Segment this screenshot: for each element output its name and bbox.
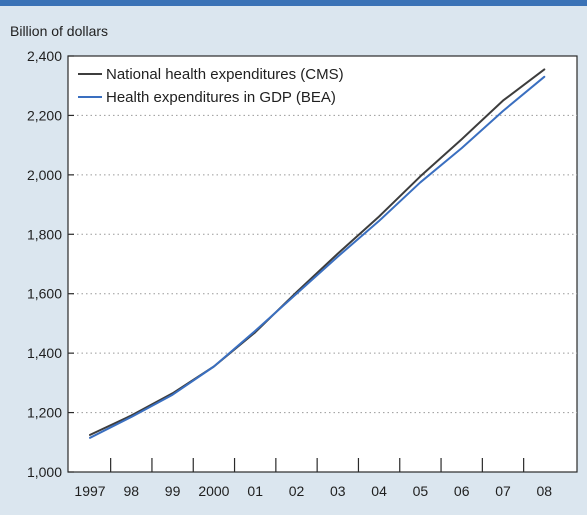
series-line-cms (89, 68, 546, 436)
x-tick-label: 1997 (74, 483, 105, 499)
y-axis-ticks: 1,000 1,200 1,400 1,600 1,800 2,000 2,200 2,400 (27, 48, 74, 480)
x-axis-ticks: 1997 98 99 2000 01 02 03 04 05 06 07 08 (74, 458, 552, 499)
x-tick-label: 2000 (198, 483, 229, 499)
x-tick-label: 04 (371, 483, 387, 499)
x-tick-label: 08 (537, 483, 553, 499)
x-tick-label: 99 (165, 483, 181, 499)
y-tick-label: 2,000 (27, 167, 62, 183)
y-tick-label: 1,400 (27, 345, 62, 361)
legend-label-cms: National health expenditures (CMS) (106, 66, 344, 83)
grid-lines (68, 114, 577, 414)
data-series (89, 68, 546, 439)
y-tick-label: 2,200 (27, 107, 62, 123)
x-tick-label: 98 (124, 483, 140, 499)
plot-area (67, 55, 578, 473)
y-tick-label: 2,400 (27, 48, 62, 64)
x-tick-label: 05 (413, 483, 429, 499)
x-tick-label: 03 (330, 483, 346, 499)
x-tick-label: 07 (495, 483, 511, 499)
y-tick-label: 1,200 (27, 405, 62, 421)
y-axis-title: Billion of dollars (10, 23, 108, 39)
x-tick-label: 02 (289, 483, 305, 499)
x-tick-label: 06 (454, 483, 470, 499)
y-tick-label: 1,800 (27, 226, 62, 242)
x-tick-label: 01 (247, 483, 263, 499)
legend: National health expenditures (CMS) Healt… (78, 66, 344, 106)
y-tick-label: 1,600 (27, 286, 62, 302)
top-header-band (0, 0, 587, 6)
series-line-bea (89, 75, 546, 439)
y-tick-label: 1,000 (27, 464, 62, 480)
legend-label-bea: Health expenditures in GDP (BEA) (106, 89, 336, 106)
